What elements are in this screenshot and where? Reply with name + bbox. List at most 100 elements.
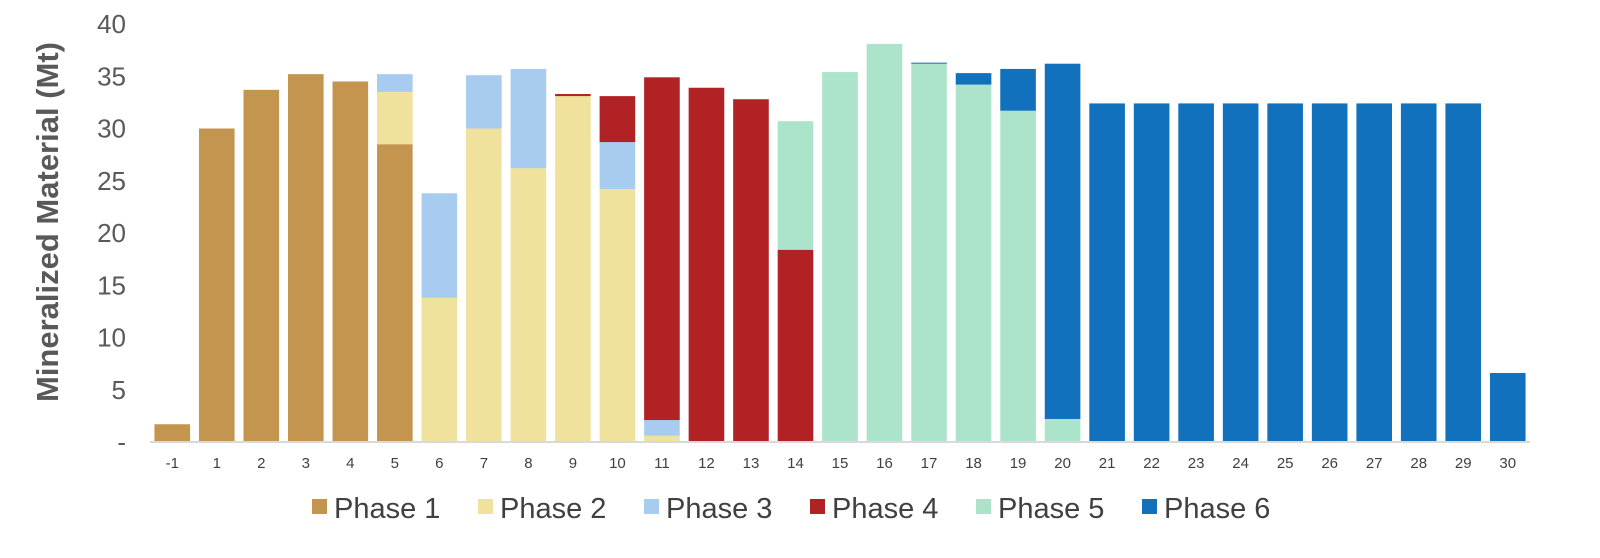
x-tick-label: 7	[480, 455, 488, 472]
y-tick-label: 10	[97, 323, 126, 353]
bar-4-phase-1	[332, 81, 369, 442]
bar-16-phase-5	[866, 43, 903, 443]
bar-7-phase-2	[466, 128, 502, 442]
x-tick-label: 24	[1232, 455, 1249, 472]
bar-30-phase-6	[1489, 373, 1526, 442]
bar-14-phase-5	[777, 121, 814, 250]
bar-26-phase-6	[1311, 103, 1348, 443]
y-tick-label: 5	[112, 375, 126, 405]
bar-18-phase-6	[955, 73, 992, 85]
x-tick-label: 26	[1321, 455, 1338, 472]
x-tick-label: 6	[435, 455, 443, 472]
x-tick-label: 12	[698, 455, 715, 472]
y-tick-label: 15	[97, 270, 126, 300]
legend-label-phase-3: Phase 3	[666, 493, 772, 525]
bar-12-phase-4	[688, 87, 725, 442]
x-tick-label: 3	[302, 455, 310, 472]
bar-21-phase-6	[1089, 103, 1125, 443]
x-tick-label: 27	[1366, 455, 1383, 472]
bar-25-phase-6	[1267, 103, 1303, 443]
bar-18-phase-5	[955, 84, 992, 443]
bar-9-phase-4	[555, 94, 591, 97]
x-tick-label: 25	[1277, 455, 1294, 472]
legend-label-phase-4: Phase 4	[832, 493, 938, 525]
x-tick-label: 16	[876, 455, 893, 472]
legend-swatch-phase-5	[976, 499, 991, 514]
x-tick-label: 8	[524, 455, 532, 472]
x-tick-label: 20	[1054, 455, 1071, 472]
bar-11-phase-4	[644, 77, 680, 421]
bar-14-phase-4	[777, 249, 814, 442]
legend-label-phase-2: Phase 2	[500, 493, 606, 525]
bar-10-phase-2	[599, 189, 636, 442]
legend-swatch-phase-6	[1142, 499, 1157, 514]
bar-8-phase-2	[510, 168, 547, 442]
bar-6-phase-3	[421, 193, 458, 298]
x-tick-label: 23	[1188, 455, 1205, 472]
bar-22-phase-6	[1133, 103, 1170, 443]
x-tick-label: 17	[921, 455, 938, 472]
y-tick-label: 40	[97, 9, 126, 39]
bar-29-phase-6	[1445, 103, 1482, 443]
y-tick-label: 35	[97, 61, 126, 91]
bar-15-phase-5	[822, 72, 858, 442]
x-tick-label: 4	[346, 455, 354, 472]
legend-label-phase-5: Phase 5	[998, 493, 1104, 525]
bar-19-phase-6	[1000, 68, 1036, 111]
bar-17-phase-5	[911, 63, 947, 443]
x-tick-label: 10	[609, 455, 626, 472]
y-tick-labels: - 5 10 15 20 25 30 35 40	[97, 9, 126, 457]
x-tick-label: 15	[832, 455, 849, 472]
bar-10-phase-3	[599, 142, 636, 190]
x-tick-label: -1	[166, 455, 179, 472]
bars-layer	[154, 43, 1526, 443]
bar-1-phase-1	[198, 128, 235, 442]
x-tick-label: 19	[1010, 455, 1027, 472]
legend-swatch-phase-1	[312, 499, 327, 514]
bar-8-phase-3	[510, 68, 547, 169]
bar-3-phase-1	[288, 74, 324, 442]
legend-label-phase-1: Phase 1	[334, 493, 440, 525]
x-tick-label: 28	[1410, 455, 1427, 472]
bar-23-phase-6	[1178, 103, 1214, 443]
bar-10-phase-4	[599, 96, 636, 143]
bar-2-phase-1	[243, 89, 280, 442]
bar-24-phase-6	[1222, 103, 1259, 443]
legend-swatch-phase-2	[478, 499, 493, 514]
bar-5-phase-1	[377, 144, 413, 442]
legend-swatch-phase-3	[644, 499, 659, 514]
y-tick-label: -	[117, 427, 126, 457]
x-tick-label: 22	[1143, 455, 1160, 472]
x-tick-label: 14	[787, 455, 804, 472]
x-tick-label: 29	[1455, 455, 1472, 472]
x-tick-label: 2	[257, 455, 265, 472]
legend-label-phase-6: Phase 6	[1164, 493, 1270, 525]
y-tick-label: 20	[97, 218, 126, 248]
y-tick-label: 30	[97, 114, 126, 144]
y-axis-label: Mineralized Material (Mt)	[30, 42, 65, 402]
bar-13-phase-4	[733, 99, 769, 443]
bar-19-phase-5	[1000, 110, 1036, 443]
bar--1-phase-1	[154, 424, 191, 442]
bar-5-phase-2	[377, 91, 413, 145]
bar-11-phase-3	[644, 420, 680, 436]
x-tick-label: 13	[743, 455, 760, 472]
x-tick-labels: -1 1 2 3 4 5 6 7 8 9 10 11 12 13 14 15 16 17 18 19 20 21 22 23 2…	[166, 455, 1516, 472]
bar-9-phase-2	[555, 96, 591, 443]
bar-27-phase-6	[1356, 103, 1392, 443]
legend: Phase 1 Phase 2 Phase 3 Phase 4 Phase 5 Phase…	[312, 493, 1270, 525]
y-tick-label: 25	[97, 166, 126, 196]
bar-28-phase-6	[1400, 103, 1437, 443]
bar-20-phase-5	[1044, 419, 1081, 442]
x-tick-label: 21	[1099, 455, 1116, 472]
x-tick-label: 5	[391, 455, 399, 472]
x-tick-label: 18	[965, 455, 982, 472]
x-tick-label: 30	[1499, 455, 1516, 472]
bar-11-phase-2	[644, 435, 680, 442]
bar-17-phase-6	[911, 62, 947, 64]
x-tick-label: 11	[654, 455, 670, 472]
x-tick-label: 9	[569, 455, 577, 472]
bar-20-phase-6	[1044, 63, 1081, 420]
x-tick-label: 1	[213, 455, 221, 472]
